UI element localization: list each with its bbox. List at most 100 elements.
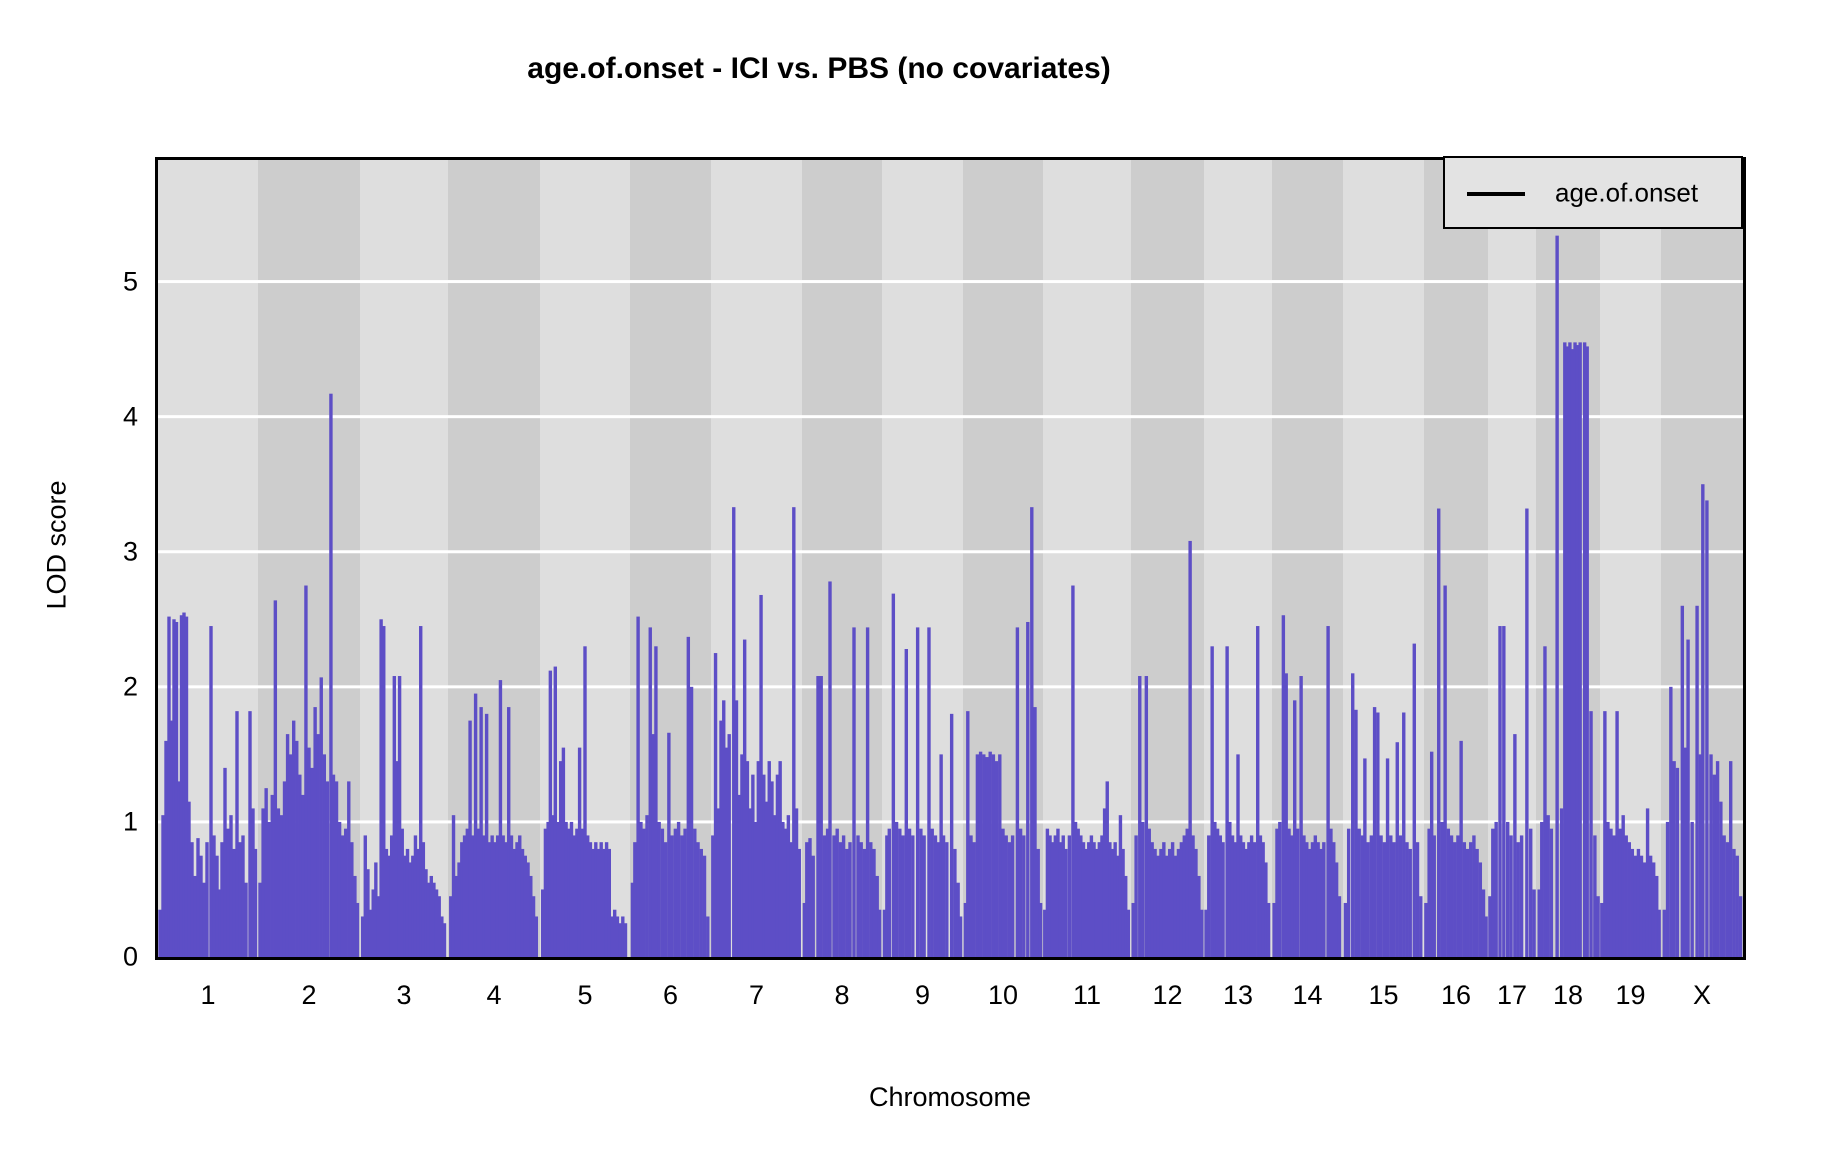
lod-bar bbox=[945, 842, 949, 957]
lod-bar bbox=[1578, 342, 1582, 957]
lod-bar bbox=[490, 835, 494, 957]
lod-bar bbox=[334, 781, 339, 957]
lod-bar bbox=[238, 842, 242, 957]
lod-bar bbox=[285, 734, 290, 957]
lod-bar bbox=[1290, 835, 1294, 957]
lod-bar bbox=[561, 747, 566, 957]
lod-bar bbox=[258, 882, 262, 957]
lod-bar bbox=[495, 835, 500, 957]
lod-bar bbox=[1603, 711, 1607, 957]
lod-bar bbox=[660, 828, 665, 957]
lod-bar bbox=[577, 747, 582, 957]
lod-bar bbox=[901, 835, 905, 957]
lod-bar bbox=[1261, 842, 1265, 957]
lod-bar bbox=[1465, 848, 1470, 957]
lod-bar bbox=[295, 740, 299, 957]
lod-bar bbox=[172, 619, 176, 957]
lod-bar bbox=[618, 923, 622, 957]
lod-bar bbox=[1488, 896, 1492, 957]
chromosome-band bbox=[360, 160, 448, 957]
lod-bar bbox=[719, 720, 723, 957]
lod-bar bbox=[1094, 848, 1099, 957]
lod-bar bbox=[998, 754, 1002, 957]
lod-bar bbox=[512, 848, 516, 957]
lod-bar bbox=[529, 875, 533, 957]
gridline bbox=[158, 685, 1743, 689]
lod-bar bbox=[1258, 835, 1263, 957]
lod-bar bbox=[301, 794, 305, 957]
lod-bar bbox=[411, 855, 415, 957]
lod-bar bbox=[1241, 842, 1246, 957]
x-tick-label: 5 bbox=[577, 980, 593, 1010]
lod-bar bbox=[1443, 585, 1447, 957]
lod-bar bbox=[1354, 709, 1358, 957]
lod-bar bbox=[1519, 835, 1524, 957]
lod-bar bbox=[476, 828, 481, 957]
lod-bar bbox=[1147, 828, 1151, 957]
lod-bar bbox=[451, 815, 456, 957]
lod-bar bbox=[1278, 821, 1282, 957]
gridline bbox=[158, 550, 1743, 554]
lod-bar bbox=[507, 707, 511, 957]
lod-bar bbox=[882, 909, 887, 957]
lod-bar bbox=[261, 808, 265, 957]
lod-bar bbox=[215, 855, 219, 957]
lod-bar bbox=[1058, 842, 1063, 957]
lod-bar bbox=[226, 828, 230, 957]
lod-bar bbox=[1680, 605, 1685, 957]
lod-bar bbox=[1705, 500, 1709, 957]
lod-bar bbox=[1343, 902, 1348, 957]
lod-bar bbox=[1089, 835, 1094, 957]
lod-bar bbox=[1529, 828, 1533, 957]
lod-bar bbox=[904, 649, 908, 957]
lod-bar bbox=[1194, 848, 1198, 957]
lod-bar bbox=[1546, 815, 1550, 957]
lod-bar bbox=[1478, 862, 1483, 957]
lod-bar bbox=[363, 835, 367, 957]
lod-bar bbox=[465, 828, 470, 957]
lod-bar bbox=[1525, 508, 1529, 957]
lod-bar bbox=[711, 835, 715, 957]
lod-bar bbox=[273, 600, 278, 957]
lod-bar bbox=[1408, 848, 1412, 957]
lod-bar bbox=[859, 842, 863, 957]
lod-bar bbox=[696, 842, 700, 957]
lod-bar bbox=[745, 761, 750, 957]
lod-bar bbox=[792, 507, 796, 957]
lod-bar bbox=[389, 835, 394, 957]
lod-bar bbox=[457, 862, 461, 957]
lod-bar bbox=[1026, 621, 1030, 957]
lod-bar bbox=[727, 734, 731, 957]
lod-bar bbox=[572, 835, 576, 957]
lod-bar bbox=[1462, 842, 1467, 957]
x-tick-label: 3 bbox=[396, 980, 412, 1010]
lod-bar bbox=[382, 626, 386, 957]
lod-bar bbox=[248, 711, 252, 957]
lod-bar bbox=[1565, 346, 1570, 957]
lod-bar bbox=[1440, 821, 1444, 957]
gridline bbox=[158, 415, 1743, 419]
lod-bar bbox=[966, 711, 970, 957]
lod-bar bbox=[994, 761, 999, 957]
lod-bar bbox=[288, 754, 293, 957]
lod-bar bbox=[1159, 848, 1163, 957]
lod-bar bbox=[1097, 842, 1102, 957]
lod-bar bbox=[1022, 835, 1026, 957]
lod-bar bbox=[392, 676, 397, 957]
lod-bar bbox=[783, 828, 788, 957]
lod-bar bbox=[340, 835, 345, 957]
lod-bar bbox=[1609, 828, 1613, 957]
y-tick-label: 5 bbox=[122, 266, 138, 297]
lod-bar bbox=[1087, 842, 1091, 957]
lod-bar bbox=[841, 835, 846, 957]
lod-bar bbox=[347, 781, 351, 957]
lod-bar bbox=[498, 680, 503, 957]
lod-bar bbox=[969, 835, 973, 957]
chromosome-band bbox=[448, 160, 540, 957]
lod-bar bbox=[331, 774, 336, 957]
lod-bar bbox=[1568, 342, 1572, 957]
lod-bar bbox=[1100, 835, 1104, 957]
lod-bar bbox=[1624, 835, 1628, 957]
x-tick-label: 15 bbox=[1368, 980, 1399, 1010]
lod-bar bbox=[1275, 828, 1279, 957]
